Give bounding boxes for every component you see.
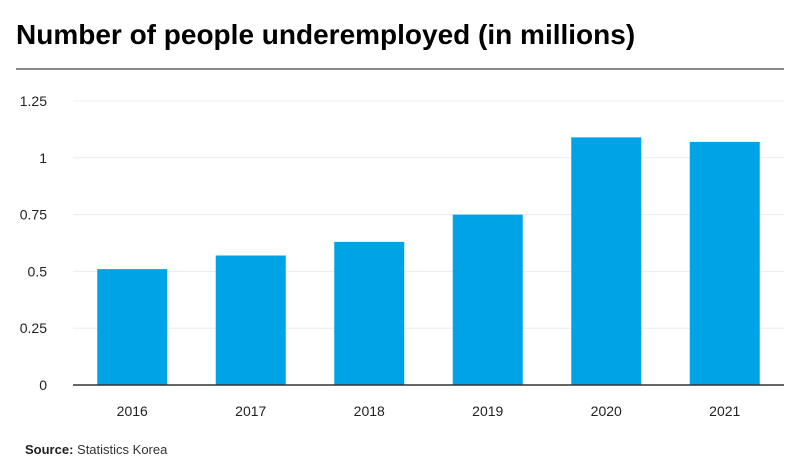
y-tick-label: 0.25: [20, 320, 47, 336]
bar-2021: [689, 141, 760, 385]
bar-2018: [334, 241, 405, 385]
x-tick-label: 2020: [591, 403, 622, 419]
bar-chart: 0 0.25 0.5 0.75 1 1.25 2016 2017 2018 2019 2020 202…: [20, 93, 784, 419]
x-tick-label: 2018: [354, 403, 385, 419]
x-tick-label: 2017: [235, 403, 266, 419]
x-tick-label: 2019: [472, 403, 503, 419]
title-divider: [16, 68, 784, 70]
bar-2016: [97, 269, 168, 385]
y-tick-label: 0.75: [20, 207, 47, 223]
label-layer: 0 0.25 0.5 0.75 1 1.25 2016 2017 2018 2019 2020 202…: [20, 93, 741, 419]
bar-2019: [452, 214, 523, 385]
y-tick-label: 0: [39, 377, 47, 393]
grid-layer: [73, 100, 784, 329]
bar-2017: [215, 255, 286, 385]
x-tick-label: 2021: [709, 403, 740, 419]
y-tick-label: 1.25: [20, 93, 47, 109]
x-tick-label: 2016: [117, 403, 148, 419]
bar-layer: [97, 137, 760, 385]
bar-2020: [571, 137, 642, 385]
y-tick-label: 1: [39, 150, 47, 166]
source-label: Source:: [25, 442, 74, 457]
chart-title: Number of people underemployed (in milli…: [16, 19, 636, 50]
source-note: Source: Statistics Korea: [25, 441, 167, 459]
source-text: Statistics Korea: [73, 442, 168, 457]
y-tick-label: 0.5: [28, 263, 48, 279]
